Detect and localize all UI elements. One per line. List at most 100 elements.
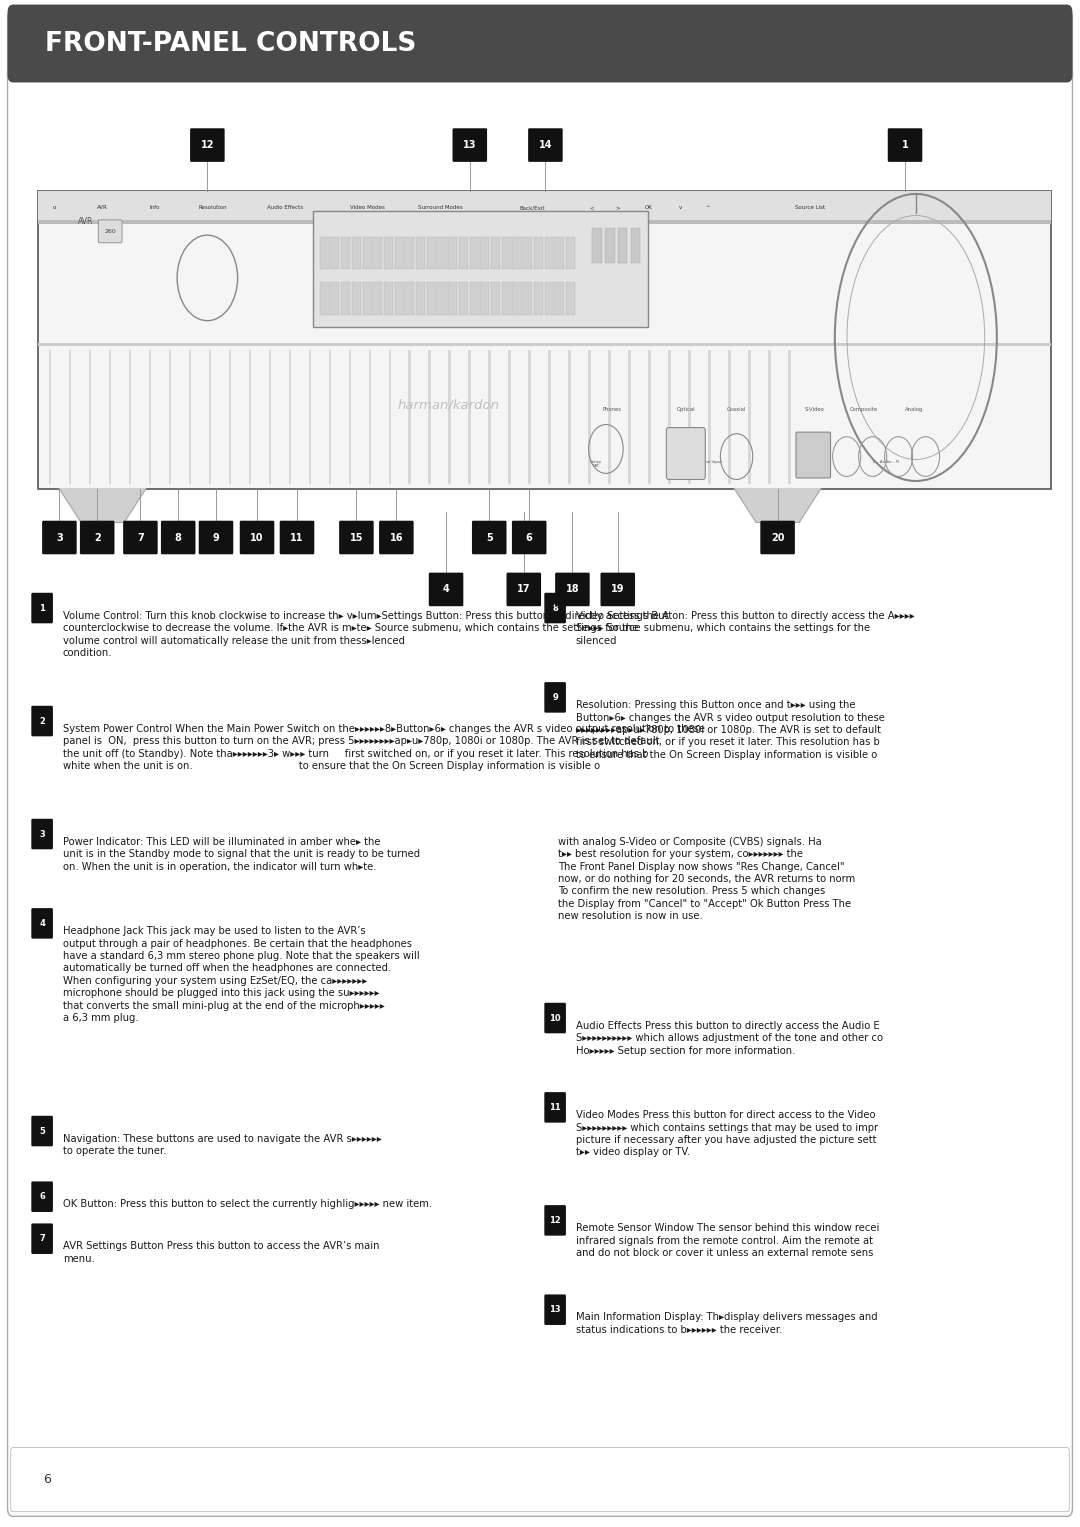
Text: harman/kardon: harman/kardon [397,399,499,411]
Bar [470,282,478,315]
Text: Main Information Display: Th▸display delivers messages and
status indications to: Main Information Display: Th▸display del… [576,1313,877,1335]
Text: 6: 6 [43,1474,51,1486]
Bar [448,282,457,315]
Bar [788,350,791,484]
Bar [528,350,530,484]
Text: 4: 4 [443,585,449,594]
Text: 2: 2 [39,716,45,725]
Text: Power Indicator: This LED will be illuminated in amber whe▸ the
unit is in the S: Power Indicator: This LED will be illumi… [63,837,420,872]
Bar [384,282,393,315]
Text: 1: 1 [39,603,45,612]
FancyBboxPatch shape [507,573,541,606]
Bar [416,237,426,269]
Text: 2: 2 [94,533,100,542]
Text: Remote Sensor Window The sensor behind this window recei
infrared signals from t: Remote Sensor Window The sensor behind t… [576,1223,879,1258]
FancyBboxPatch shape [31,909,53,939]
Text: 5: 5 [486,533,492,542]
FancyBboxPatch shape [80,521,114,554]
Text: 6: 6 [526,533,532,542]
Text: Volume Control: Turn this knob clockwise to increase th▸ v▸lum▸Settings Button: : Volume Control: Turn this knob clockwise… [63,611,669,658]
Bar [38,191,1051,489]
FancyBboxPatch shape [453,128,487,162]
Polygon shape [734,489,821,522]
Text: 7: 7 [39,1234,45,1243]
Text: Resolution: Pressing this Button once and t▸▸▸ using the
Button▸6▸ changes the A: Resolution: Pressing this Button once an… [576,699,885,760]
Text: 5: 5 [39,1127,45,1136]
Bar [509,350,511,484]
Text: 4: 4 [39,919,45,928]
Bar [309,350,311,484]
Bar [534,237,543,269]
FancyBboxPatch shape [31,818,53,849]
Bar [168,350,171,484]
Bar [129,350,131,484]
Text: Analog: Analog [905,408,922,412]
FancyBboxPatch shape [472,521,507,554]
Bar [459,237,468,269]
FancyBboxPatch shape [339,521,374,554]
Bar [313,211,648,327]
Text: 8: 8 [552,603,558,612]
Bar [288,350,291,484]
Text: 16: 16 [390,533,403,542]
Bar [394,282,404,315]
Text: Info: Info [149,205,160,211]
Bar [320,237,328,269]
Text: <: < [590,205,594,211]
Bar [605,228,615,263]
Bar [89,350,91,484]
Text: 11: 11 [550,1102,561,1112]
Bar [320,282,328,315]
Bar [481,282,489,315]
Bar [768,350,770,484]
Text: AVR Settings Button Press this button to access the AVR’s main
menu.: AVR Settings Button Press this button to… [63,1241,379,1264]
Bar [149,350,151,484]
Bar [555,237,565,269]
Bar [481,237,489,269]
Text: Coaxial: Coaxial [727,408,746,412]
Bar [405,282,415,315]
FancyBboxPatch shape [379,521,414,554]
FancyBboxPatch shape [544,683,566,713]
Text: 18: 18 [566,585,579,594]
Bar [470,237,478,269]
Bar [427,282,436,315]
Bar [38,191,1051,224]
Text: 10: 10 [550,1014,561,1023]
Text: 8: 8 [175,533,181,542]
Bar [502,237,511,269]
Bar [608,350,610,484]
Bar [618,228,627,263]
Text: Surround Modes: Surround Modes [418,205,463,211]
Bar [512,282,522,315]
Text: 12: 12 [201,140,214,150]
Bar [363,282,372,315]
Bar [648,350,650,484]
Text: 3: 3 [39,829,45,838]
Text: ^: ^ [705,205,710,211]
Bar [631,228,640,263]
Bar [566,237,576,269]
Text: 260: 260 [105,229,116,234]
Bar [248,350,251,484]
Text: 19: 19 [611,585,624,594]
Bar [566,282,576,315]
FancyBboxPatch shape [31,1182,53,1212]
Text: Audio Effects Press this button to directly access the Audio E
S▸▸▸▸▸▸▸▸▸▸ which: Audio Effects Press this button to direc… [576,1022,882,1055]
Text: S-Video: S-Video [805,408,824,412]
Bar [669,350,671,484]
Bar [502,282,511,315]
Text: AVR: AVR [97,205,108,211]
Bar [352,282,361,315]
Bar [549,350,551,484]
FancyBboxPatch shape [8,5,1072,82]
Bar [459,282,468,315]
FancyBboxPatch shape [760,521,795,554]
Bar [368,350,370,484]
Bar [349,350,351,484]
Text: Phones: Phones [603,408,622,412]
Bar [38,220,1051,224]
Bar [555,282,565,315]
Bar [416,282,426,315]
Text: OK: OK [645,205,653,211]
